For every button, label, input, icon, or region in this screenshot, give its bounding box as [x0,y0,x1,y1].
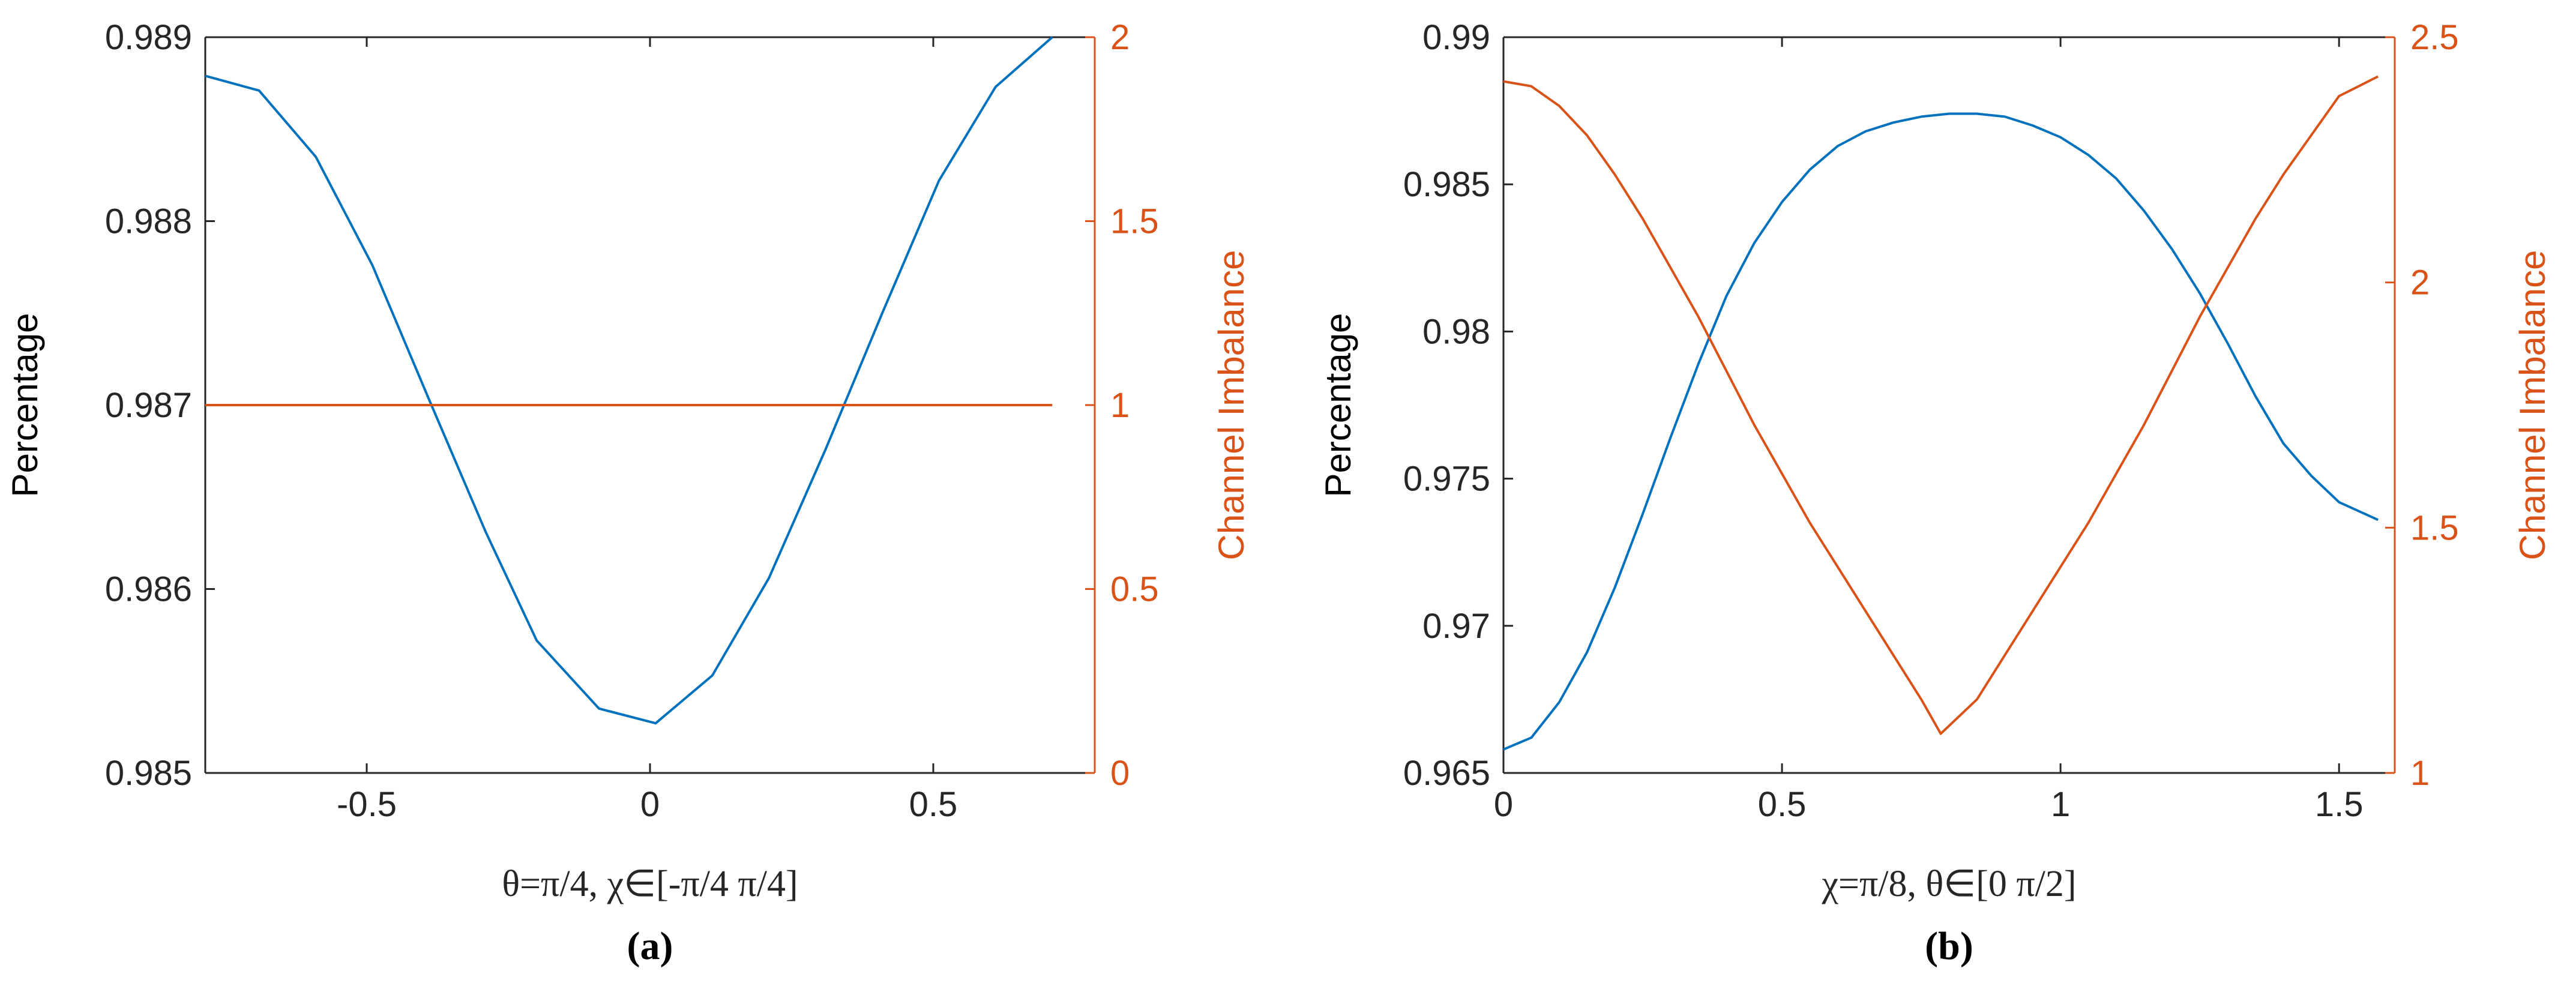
panel-b-x-tick-label: 1 [2051,785,2070,824]
panel-b-x-tick-label: 1.5 [2315,785,2364,824]
panel-a-y-right-tick-label: 0.5 [1110,570,1159,609]
panel-b-y-right-tick-label: 2.5 [2410,18,2459,57]
panel-a-y-left-tick-label: 0.986 [105,570,192,609]
panel-a-x-tick-label: -0.5 [337,785,397,824]
panel-b-y-left-axis-label: Percentage [1318,313,1358,498]
panel-a-subfigure-label: (a) [627,924,673,968]
panel-b-y-left-tick-label: 0.99 [1422,18,1490,57]
panel-b-y-right-axis-label: Channel Imbalance [2512,250,2553,560]
panel-b-percentage-line [1503,112,2379,751]
panel-a-y-right-tick-label: 1 [1110,386,1130,425]
panel-b-x-axis-label: χ=π/8, θ∈[0 π/2] [1821,864,2076,904]
panel-a-y-left-axis-label: Percentage [5,313,45,498]
panel-b-y-right-tick-label: 1 [2410,754,2430,793]
panel-b-y-left-tick-label: 0.97 [1422,607,1490,646]
panel-b-subfigure-label: (b) [1925,924,1973,968]
panel-b-y-left-tick-label: 0.985 [1403,165,1490,204]
panel-a-x-tick-label: 0.5 [909,785,958,824]
panel-a-y-right-axis-label: Channel Imbalance [1211,250,1251,560]
panel-a-y-left-tick-label: 0.987 [105,386,192,425]
panel-a-y-left-tick-label: 0.989 [105,18,192,57]
panel-a-y-right-tick-label: 0 [1110,754,1130,793]
panel-b-channel-imbalance-line [1503,75,2379,735]
panel-a-x-tick-label: 0 [640,785,660,824]
panel-b-x-tick-label: 0.5 [1758,785,1807,824]
panel-a-y-right-tick-label: 1.5 [1110,202,1159,241]
panel-a-percentage-line [205,36,1053,725]
panel-b-y-right-tick-label: 1.5 [2410,508,2459,547]
panel-b-y-right-tick-label: 2 [2410,263,2430,302]
panel-b-x-tick-label: 0 [1494,785,1513,824]
panel-a-y-right-tick-label: 2 [1110,18,1130,57]
panel-b-y-left-tick-label: 0.965 [1403,754,1490,793]
panel-b-y-left-tick-label: 0.98 [1422,312,1490,351]
panel-a-y-left-tick-label: 0.988 [105,202,192,241]
panel-a-y-left-tick-label: 0.985 [105,754,192,793]
panel-b-y-left-tick-label: 0.975 [1403,460,1490,499]
panel-a-x-axis-label: θ=π/4, χ∈[-π/4 π/4] [502,864,798,904]
